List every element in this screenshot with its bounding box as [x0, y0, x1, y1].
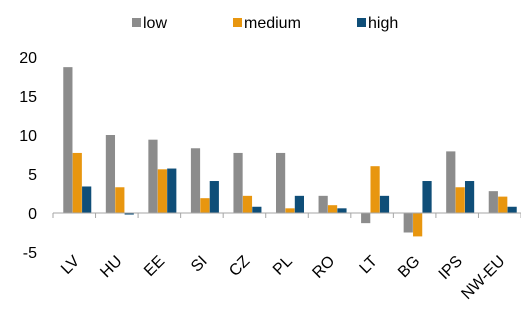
bars-area: [63, 67, 517, 237]
x-category-label: EE: [141, 253, 168, 280]
x-category-label: NW-EU: [458, 253, 508, 303]
legend-swatch-medium: [233, 18, 242, 27]
legend-label-low: low: [143, 15, 167, 32]
x-category-label: IPS: [436, 253, 466, 283]
x-category-label: LT: [357, 253, 382, 278]
bar-HU-low: [105, 135, 116, 213]
bar-EE-medium: [157, 169, 167, 213]
bar-RO-medium: [327, 205, 338, 213]
x-category-label: LV: [58, 253, 83, 278]
y-axis: -5 0 5 10 15 20: [19, 50, 37, 262]
x-category-label: CZ: [226, 253, 253, 280]
bar-PL-low: [276, 152, 286, 213]
bar-BG-high: [422, 181, 432, 213]
bar-EE-low: [148, 139, 158, 213]
bar-SI-medium: [200, 198, 210, 213]
chart-legend: low medium high: [132, 15, 398, 32]
x-category-label: PL: [270, 253, 296, 279]
bar-CZ-medium: [242, 195, 253, 213]
bar-SI-low: [190, 148, 201, 213]
bar-LV-medium: [72, 152, 82, 213]
bar-LV-high: [82, 186, 92, 213]
y-tick-label: 0: [28, 206, 37, 223]
bar-PL-high: [294, 195, 304, 213]
legend-label-medium: medium: [244, 15, 301, 32]
bar-RO-low: [318, 195, 328, 213]
bar-IPS-high: [464, 181, 475, 213]
bar-NW-EU-medium: [498, 196, 508, 213]
bar-IPS-low: [446, 151, 456, 213]
y-tick-label: 15: [19, 89, 37, 106]
y-tick-label: 20: [19, 50, 37, 67]
bar-EE-high: [167, 168, 177, 213]
y-tick-label: 10: [19, 128, 37, 145]
bar-PL-medium: [285, 208, 295, 213]
legend-swatch-high: [357, 18, 366, 27]
x-category-label: HU: [97, 253, 125, 281]
legend-label-high: high: [368, 15, 398, 32]
bar-CZ-low: [233, 152, 243, 213]
y-tick-label: 5: [28, 167, 37, 184]
bar-LV-low: [63, 67, 73, 213]
bar-SI-high: [209, 181, 219, 213]
bar-HU-high: [124, 213, 134, 215]
x-category-label: RO: [309, 253, 338, 282]
legend-swatch-low: [132, 18, 141, 27]
bar-BG-medium: [413, 213, 423, 237]
y-tick-label: -5: [23, 245, 37, 262]
bar-HU-medium: [115, 187, 125, 213]
bar-LT-low: [361, 213, 371, 224]
bar-NW-EU-high: [507, 206, 517, 213]
x-category-label: SI: [188, 253, 211, 276]
bar-BG-low: [403, 213, 413, 233]
x-category-label: BG: [395, 253, 423, 281]
bar-NW-EU-low: [488, 191, 498, 213]
bar-IPS-medium: [455, 187, 465, 213]
bar-CZ-high: [252, 206, 262, 213]
bar-RO-high: [337, 208, 347, 213]
bar-LT-medium: [370, 166, 380, 213]
bar-LT-high: [379, 195, 390, 213]
